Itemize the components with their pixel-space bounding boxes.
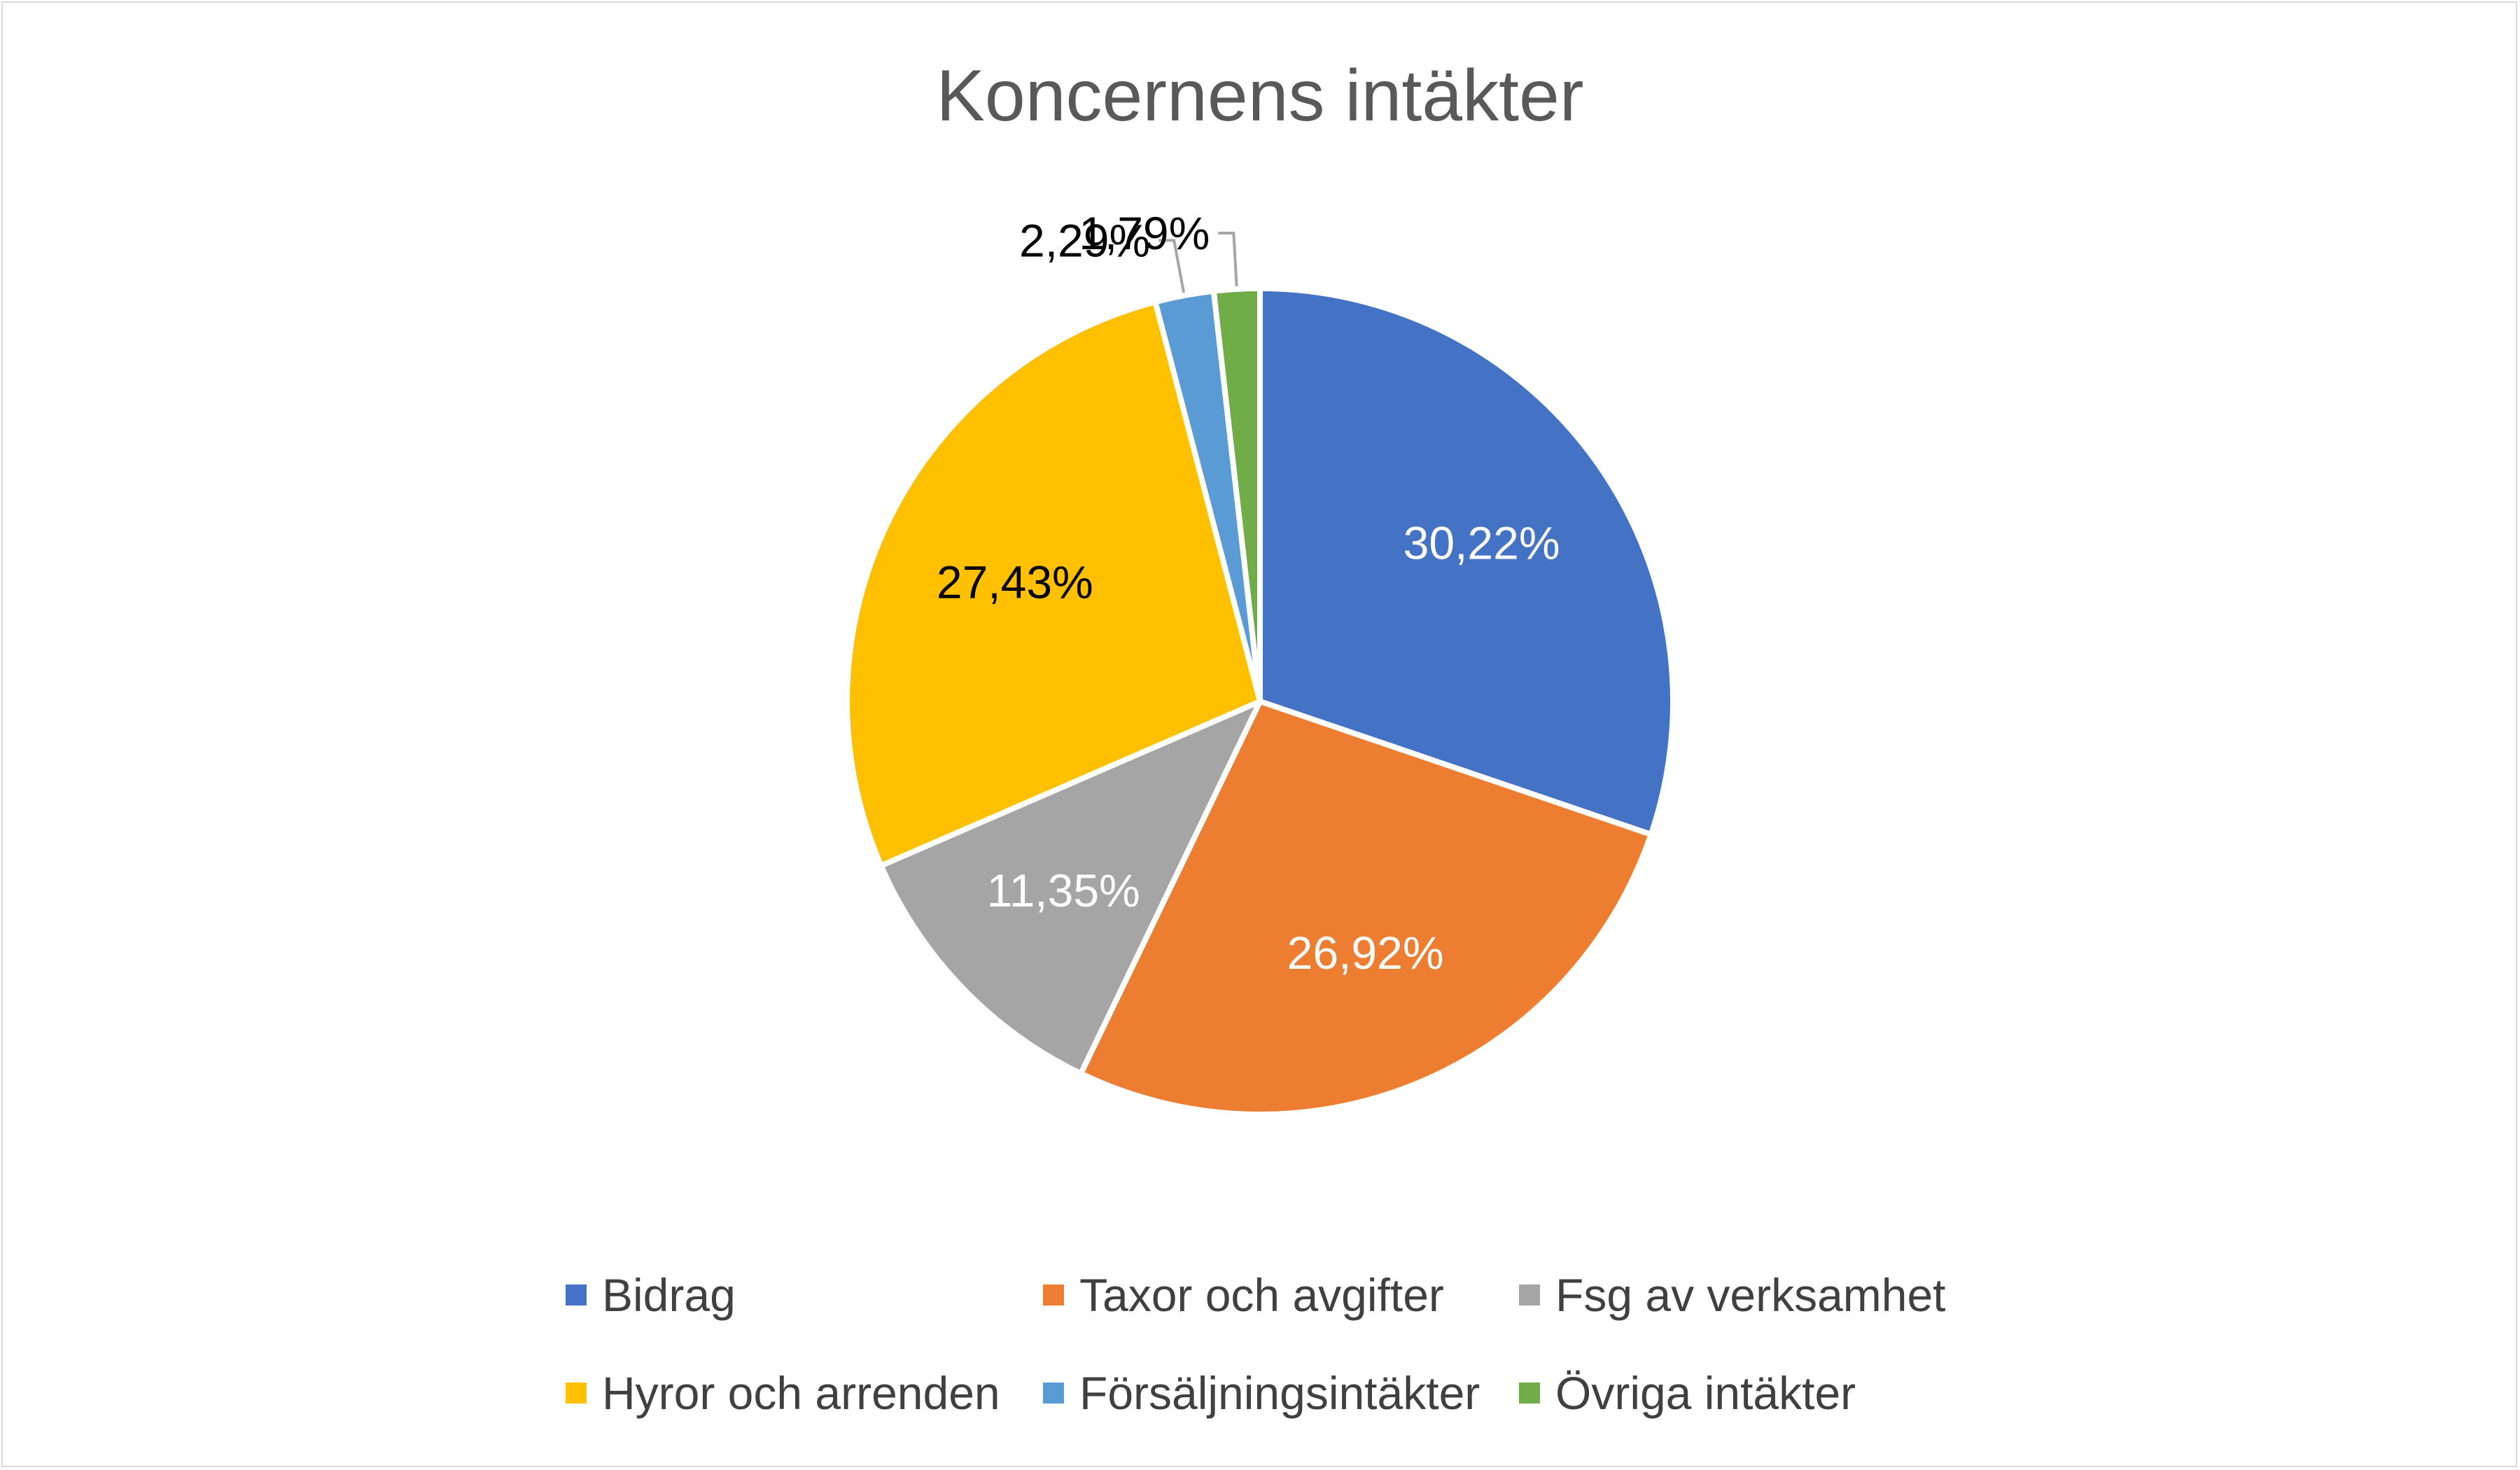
leader-lines: [1158, 232, 1238, 293]
legend-label-taxor-och-avgifter: Taxor och avgifter: [1079, 1269, 1444, 1321]
pie-slice-fsg-av-verksamhet: [878, 699, 1263, 1077]
legend-label-hyror-och-arrenden: Hyror och arrenden: [602, 1367, 1000, 1419]
data-label-hyror-och-arrenden: 27,43%: [937, 556, 1093, 608]
legend-label-bidrag: Bidrag: [602, 1269, 736, 1321]
data-label-fsg-av-verksamhet: 11,35%: [987, 864, 1140, 916]
legend-label-forsaljningsintakter: Försäljningsintäkter: [1079, 1367, 1480, 1419]
chart-title: Koncernens intäkter: [937, 55, 1584, 136]
legend-label-fsg-av-verksamhet: Fsg av verksamhet: [1555, 1269, 1946, 1321]
data-label-taxor-och-avgifter: 26,92%: [1287, 927, 1444, 979]
legend: Bidrag Taxor och avgifter Fsg av verksamhe…: [566, 1269, 1946, 1419]
legend-swatch-hyror-och-arrenden: [566, 1382, 587, 1404]
data-label-ovriga-intakter: 1,79%: [1079, 207, 1210, 259]
leader-line-forsaljningsintakter: [1158, 239, 1186, 293]
leader-line-ovriga-intakter: [1218, 232, 1238, 287]
data-labels: 30,22% 26,92% 11,35% 27,43% 2,29%1,79%: [937, 207, 1560, 979]
data-label-bidrag: 30,22%: [1404, 517, 1560, 568]
pie-slice-bidrag: [1257, 286, 1676, 838]
pie-slice-ovriga-intakter: [1210, 286, 1263, 704]
data-label-forsaljningsintakter: 2,29%: [1019, 214, 1150, 266]
pie-slice-hyror-och-arrenden: [844, 299, 1263, 869]
legend-swatch-bidrag: [566, 1284, 587, 1306]
pie-slice-taxor-och-avgifter: [1078, 699, 1654, 1117]
legend-label-ovriga-intakter: Övriga intäkter: [1555, 1367, 1856, 1419]
legend-swatch-fsg-av-verksamhet: [1519, 1284, 1540, 1306]
legend-swatch-taxor-och-avgifter: [1043, 1284, 1064, 1306]
pie-slices: [844, 286, 1676, 1117]
legend-swatch-forsaljningsintakter: [1043, 1382, 1064, 1404]
legend-swatch-ovriga-intakter: [1519, 1382, 1540, 1404]
